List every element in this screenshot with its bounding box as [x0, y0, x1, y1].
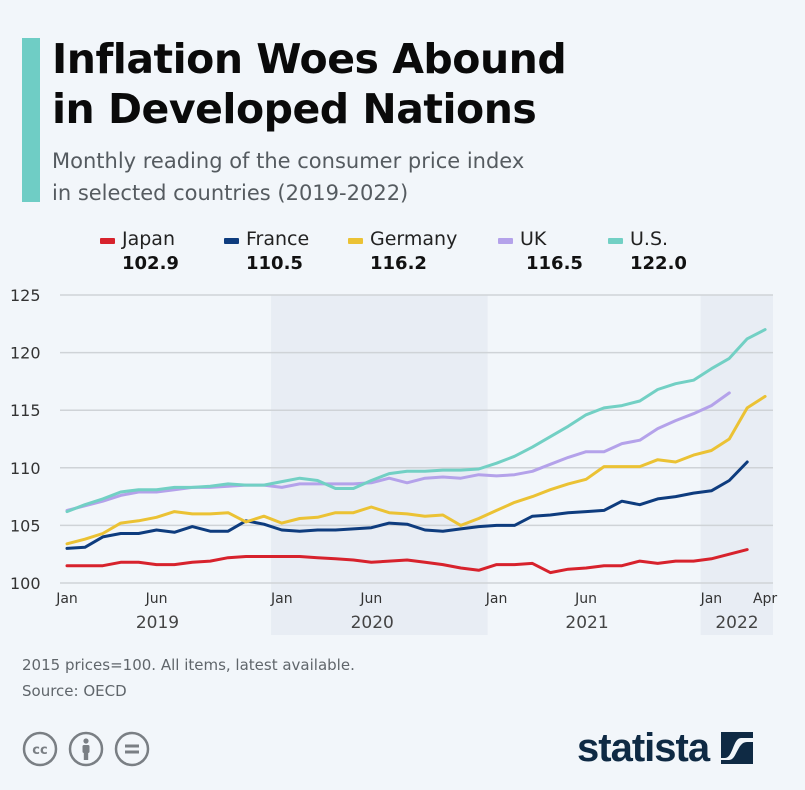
x-tick-label: Jun — [145, 591, 168, 607]
line-chart: 100 105 110 115 120 125 Jan Jun Jan Jun Jan Jun Jan… — [10, 286, 777, 635]
legend-label: Germany — [370, 228, 458, 250]
footnote: 2015 prices=100. All items, latest avail… — [22, 652, 355, 704]
subtitle-line-2: in selected countries (2019-2022) — [52, 181, 409, 205]
year-label: 2021 — [565, 613, 608, 633]
y-tick-label: 120 — [10, 344, 41, 363]
x-tick-label: Jun — [359, 591, 382, 607]
legend-swatch — [100, 238, 115, 244]
y-tick-label: 100 — [10, 574, 41, 593]
x-tick-label: Jan — [270, 591, 293, 607]
logo-text: statista — [577, 726, 710, 770]
footnote-source: Source: OECD — [22, 682, 127, 700]
svg-text:cc: cc — [32, 743, 47, 758]
x-tick-label: Jan — [700, 591, 723, 607]
y-tick-label: 110 — [10, 459, 41, 478]
legend-swatch — [348, 238, 363, 244]
legend-value: 122.0 — [630, 253, 687, 274]
legend-label: Japan — [122, 228, 175, 250]
legend-swatch — [608, 238, 623, 244]
title-line-1: Inflation Woes Abound — [52, 35, 567, 83]
legend-value: 116.2 — [370, 253, 427, 274]
chart-subtitle: Monthly reading of the consumer price in… — [52, 145, 672, 209]
attribution-icon[interactable] — [68, 731, 104, 767]
x-tick-label: Jan — [485, 591, 508, 607]
legend-value: 110.5 — [246, 253, 303, 274]
series-line-france — [65, 460, 749, 550]
year-band-2022 — [700, 295, 773, 635]
y-tick-label: 115 — [10, 401, 41, 420]
x-tick-label: Jun — [574, 591, 597, 607]
year-label: 2022 — [715, 613, 758, 633]
statista-logo-icon — [721, 732, 754, 764]
year-label: 2020 — [351, 613, 394, 633]
x-tick-label: Apr — [753, 591, 777, 607]
chart-title: Inflation Woes Abound in Developed Natio… — [52, 34, 672, 134]
statista-logo[interactable]: statista — [577, 726, 755, 770]
series-line-germany — [65, 394, 767, 546]
x-tick-label: Jan — [55, 591, 78, 607]
license-icons: cc — [22, 731, 150, 767]
no-derivatives-icon[interactable] — [114, 731, 150, 767]
series-line-uk — [65, 391, 731, 512]
series-line-us — [65, 328, 767, 514]
footnote-note: 2015 prices=100. All items, latest avail… — [22, 656, 355, 674]
legend-swatch — [498, 238, 513, 244]
series-line-japan — [65, 548, 749, 575]
title-line-2: in Developed Nations — [52, 85, 537, 133]
legend-label: UK — [520, 228, 547, 250]
subtitle-line-1: Monthly reading of the consumer price in… — [52, 149, 525, 173]
legend-value: 116.5 — [526, 253, 583, 274]
legend-label: U.S. — [630, 228, 669, 250]
legend-label: France — [246, 228, 310, 250]
legend-swatch — [224, 238, 239, 244]
title-accent-bar — [22, 38, 40, 202]
year-band-2020 — [271, 295, 488, 635]
year-label: 2019 — [136, 613, 179, 633]
cc-icon[interactable]: cc — [22, 731, 58, 767]
y-tick-label: 105 — [10, 516, 41, 535]
legend-value: 102.9 — [122, 253, 179, 274]
y-tick-label: 125 — [10, 286, 41, 305]
